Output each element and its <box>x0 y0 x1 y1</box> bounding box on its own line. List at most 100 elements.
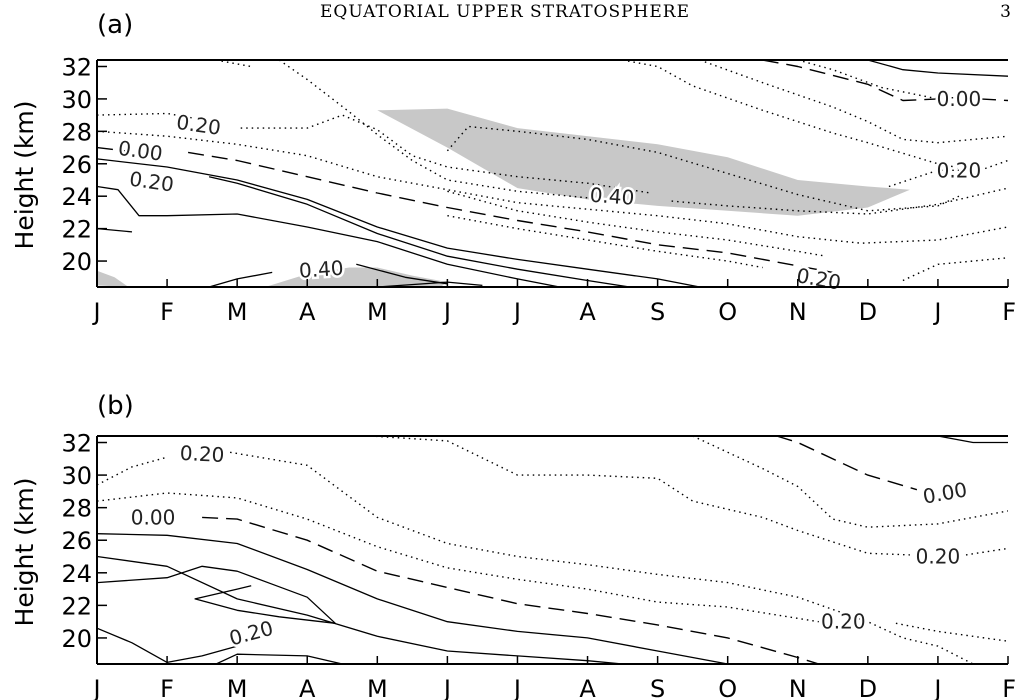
x-tick-label: M <box>227 675 248 700</box>
x-tick-label: M <box>367 298 388 326</box>
panel-b: (b) Height (km) 0.20 0.00 0.20 0.00 0.20 0.20… <box>10 391 1015 700</box>
contour-dotted <box>97 112 196 120</box>
contour-dashed <box>979 98 1008 102</box>
y-axis-label: Height (km) <box>10 478 39 627</box>
contour-dashed <box>97 146 126 152</box>
panel-label: (b) <box>97 391 134 421</box>
x-tick-label: J <box>512 675 521 700</box>
x-tick-label: D <box>859 675 877 700</box>
shaded-region <box>377 108 910 216</box>
contour-dashed <box>187 151 833 274</box>
contour-label: 0.20 <box>821 610 866 634</box>
contour-solid <box>208 176 630 287</box>
y-tick-label: 20 <box>61 248 92 276</box>
x-tick-label: A <box>579 298 596 326</box>
contour-label: 0.00 <box>921 477 969 508</box>
y-tick-label: 22 <box>61 216 92 244</box>
x-tick-label: J <box>91 675 100 700</box>
x-tick-label: A <box>579 675 596 700</box>
x-tick-label: J <box>442 298 451 326</box>
contour-dotted <box>97 492 819 623</box>
contour-solid <box>215 653 343 664</box>
y-tick-label: 24 <box>61 560 92 588</box>
contour-solid <box>97 555 623 664</box>
contour-label: 0.20 <box>916 545 961 569</box>
contour-label: 0.00 <box>131 505 176 529</box>
contour-dotted <box>447 215 763 269</box>
x-tick-label: D <box>859 298 877 326</box>
y-tick-label: 20 <box>61 625 92 653</box>
contour-dotted <box>979 159 1008 171</box>
contour-label: 0.20 <box>175 110 222 140</box>
contour-dotted <box>888 169 959 188</box>
contour-label: 0.00 <box>117 136 164 166</box>
contour-dotted <box>797 60 959 100</box>
shaded-region <box>265 267 448 287</box>
page-number: 3 <box>1000 2 1011 22</box>
contour-dotted <box>447 190 826 257</box>
contour-dotted <box>97 130 1008 244</box>
x-tick-label: O <box>718 298 737 326</box>
contour-solid <box>97 565 336 624</box>
contour-dotted <box>692 436 1008 528</box>
contour-dashed <box>202 516 820 664</box>
x-tick-label: J <box>512 298 521 326</box>
y-tick-label: 28 <box>61 118 92 146</box>
contour-label: 0.20 <box>179 441 225 467</box>
shaded-region <box>97 270 129 287</box>
x-tick-label: A <box>299 675 316 700</box>
x-tick-label: J <box>442 675 451 700</box>
y-tick-label: 32 <box>61 53 92 81</box>
contour-solid <box>97 185 560 287</box>
x-tick-label: A <box>299 298 316 326</box>
x-tick-label: J <box>932 298 941 326</box>
y-tick-label: 26 <box>61 527 92 555</box>
x-tick-label: S <box>650 675 665 700</box>
x-tick-label: F <box>160 675 174 700</box>
x-tick-label: O <box>718 675 737 700</box>
contour-solid <box>867 60 1008 77</box>
contour-label: 0.40 <box>589 183 635 210</box>
contour-dashed <box>762 60 938 102</box>
contour-solid <box>208 271 273 287</box>
y-tick-label: 26 <box>61 151 92 179</box>
contour-label: 0.00 <box>937 87 982 111</box>
panel-a: (a) Height (km) 0.200.000.200.400.400.00… <box>10 10 1015 326</box>
contour-label: 0.20 <box>795 263 843 294</box>
contour-label: 0.40 <box>298 256 344 283</box>
x-tick-label: N <box>789 675 807 700</box>
contour-dotted <box>699 60 1008 144</box>
y-tick-label: 30 <box>61 462 92 490</box>
x-tick-label: J <box>91 298 100 326</box>
contour-dotted <box>215 60 252 68</box>
contour-label: 0.20 <box>128 167 175 197</box>
running-header: EQUATORIAL UPPER STRATOSPHERE <box>320 2 690 22</box>
contour-solid <box>97 533 728 664</box>
x-tick-label: F <box>1002 298 1015 326</box>
y-tick-label: 22 <box>61 592 92 620</box>
x-tick-label: J <box>932 675 941 700</box>
contour-solid <box>937 436 1008 444</box>
contour-solid <box>356 263 448 285</box>
x-tick-label: F <box>1002 675 1015 700</box>
panel-label: (a) <box>97 10 133 40</box>
contour-dotted <box>370 436 910 556</box>
y-tick-label: 30 <box>61 86 92 114</box>
y-tick-label: 28 <box>61 495 92 523</box>
x-tick-label: F <box>160 298 174 326</box>
contour-dotted <box>902 257 1008 282</box>
x-tick-label: M <box>227 298 248 326</box>
contour-dotted <box>97 456 168 486</box>
x-tick-label: S <box>650 298 665 326</box>
contour-dashed <box>776 436 918 491</box>
y-tick-label: 32 <box>61 430 92 458</box>
contour-dotted <box>965 547 1008 556</box>
contour-label: 0.20 <box>937 158 982 182</box>
contour-dotted <box>446 125 960 212</box>
x-tick-label: N <box>789 298 807 326</box>
y-axis-label: Height (km) <box>10 101 39 250</box>
x-tick-label: M <box>367 675 388 700</box>
y-tick-label: 24 <box>61 183 92 211</box>
contour-label: 0.20 <box>227 616 276 651</box>
